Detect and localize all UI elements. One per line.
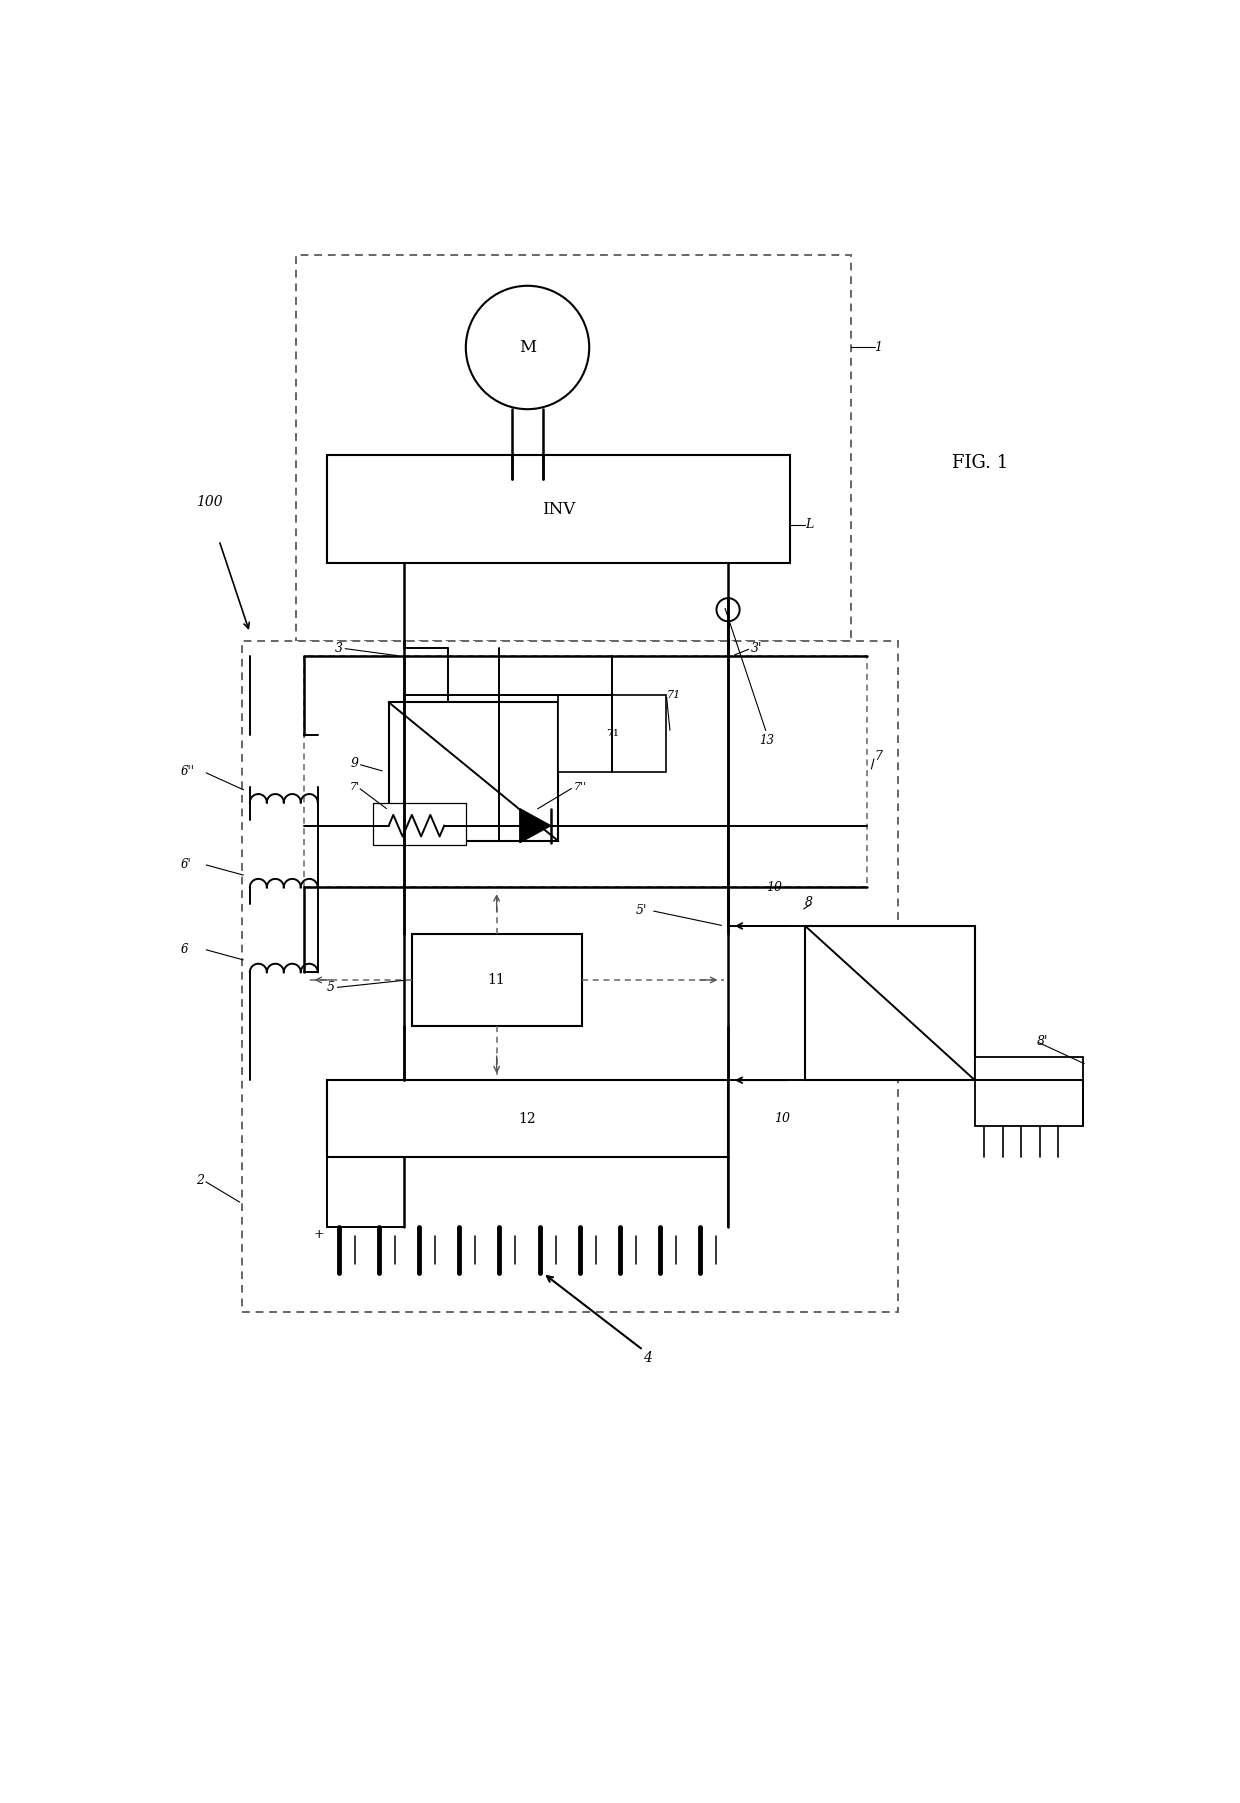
Text: 12: 12 <box>518 1112 537 1125</box>
Text: 4: 4 <box>644 1350 652 1365</box>
Bar <box>975 1057 1083 1127</box>
Text: 3': 3' <box>751 642 763 654</box>
Text: 2: 2 <box>196 1174 203 1186</box>
Text: 10: 10 <box>766 882 782 894</box>
Bar <box>327 1080 728 1158</box>
Text: 13: 13 <box>759 734 774 746</box>
Text: 1: 1 <box>874 341 883 353</box>
Text: 6'': 6'' <box>181 764 195 779</box>
Text: 71: 71 <box>666 689 681 700</box>
Text: 10: 10 <box>774 1112 790 1125</box>
Text: 11: 11 <box>487 974 506 986</box>
Text: 9: 9 <box>350 757 358 770</box>
Bar <box>242 640 898 1311</box>
Text: 7': 7' <box>350 783 361 792</box>
Bar <box>296 254 852 640</box>
Text: 3: 3 <box>335 642 342 654</box>
Text: FIG. 1: FIG. 1 <box>952 454 1008 472</box>
Text: INV: INV <box>542 501 575 517</box>
Text: 6: 6 <box>181 943 188 956</box>
Bar <box>373 802 466 846</box>
Bar <box>327 456 790 563</box>
Text: 100: 100 <box>196 494 222 508</box>
Polygon shape <box>520 810 551 842</box>
Text: 8: 8 <box>805 896 813 909</box>
Bar <box>388 701 558 840</box>
Text: 71: 71 <box>605 728 619 737</box>
Bar <box>805 927 975 1080</box>
Text: 6': 6' <box>181 858 191 871</box>
Bar <box>304 656 867 887</box>
Bar <box>558 694 666 772</box>
Text: +: + <box>314 1228 325 1240</box>
Text: 8': 8' <box>1037 1035 1048 1048</box>
Text: 7'': 7'' <box>574 783 587 792</box>
Text: 7: 7 <box>874 750 883 763</box>
Text: 5: 5 <box>327 981 335 993</box>
Bar <box>412 934 582 1026</box>
Text: M: M <box>520 339 536 355</box>
Text: 5': 5' <box>635 903 647 918</box>
Text: L: L <box>805 519 813 532</box>
